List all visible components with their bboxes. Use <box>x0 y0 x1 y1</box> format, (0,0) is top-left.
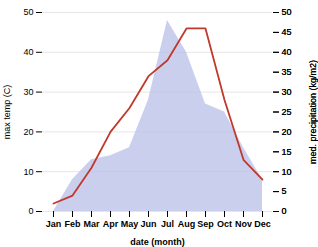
svg-text:Sep: Sep <box>197 219 214 229</box>
svg-text:45: 45 <box>282 27 292 37</box>
svg-text:20: 20 <box>23 127 33 137</box>
svg-text:20: 20 <box>282 127 292 137</box>
svg-text:Aug: Aug <box>178 219 196 229</box>
svg-text:Dec: Dec <box>254 219 271 229</box>
svg-text:May: May <box>121 219 139 229</box>
svg-text:25: 25 <box>282 107 292 117</box>
svg-text:10: 10 <box>282 167 292 177</box>
svg-text:Oct: Oct <box>217 219 232 229</box>
svg-text:20: 20 <box>282 127 292 137</box>
svg-text:15: 15 <box>282 147 292 157</box>
svg-text:med. precipitation (kg/m2): med. precipitation (kg/m2) <box>308 60 318 164</box>
svg-text:25: 25 <box>282 107 292 117</box>
svg-text:40: 40 <box>23 47 33 57</box>
svg-text:date (month): date (month) <box>130 237 185 247</box>
svg-text:45: 45 <box>282 27 292 37</box>
svg-text:30: 30 <box>23 87 33 97</box>
svg-text:30: 30 <box>282 87 292 97</box>
svg-text:50: 50 <box>282 7 292 17</box>
svg-text:0: 0 <box>28 206 33 216</box>
svg-text:40: 40 <box>282 47 292 57</box>
svg-text:Nov: Nov <box>235 219 252 229</box>
svg-text:50: 50 <box>282 7 292 17</box>
svg-text:Jan: Jan <box>46 219 62 229</box>
svg-text:Feb: Feb <box>64 219 81 229</box>
svg-text:35: 35 <box>282 67 292 77</box>
svg-text:30: 30 <box>282 87 292 97</box>
svg-text:5: 5 <box>282 186 287 196</box>
svg-text:Apr: Apr <box>103 219 119 229</box>
svg-text:0: 0 <box>282 206 287 216</box>
svg-text:Mar: Mar <box>83 219 100 229</box>
svg-text:10: 10 <box>282 167 292 177</box>
svg-text:max temp (C): max temp (C) <box>2 85 12 140</box>
svg-text:0: 0 <box>282 206 287 216</box>
svg-text:35: 35 <box>282 67 292 77</box>
svg-text:5: 5 <box>282 186 287 196</box>
svg-text:50: 50 <box>23 7 33 17</box>
svg-text:Jul: Jul <box>161 219 174 229</box>
svg-text:Jun: Jun <box>140 219 156 229</box>
svg-text:med. precipitation (kg/m2): med. precipitation (kg/m2) <box>308 60 318 164</box>
svg-text:15: 15 <box>282 147 292 157</box>
svg-text:10: 10 <box>23 167 33 177</box>
svg-text:40: 40 <box>282 47 292 57</box>
